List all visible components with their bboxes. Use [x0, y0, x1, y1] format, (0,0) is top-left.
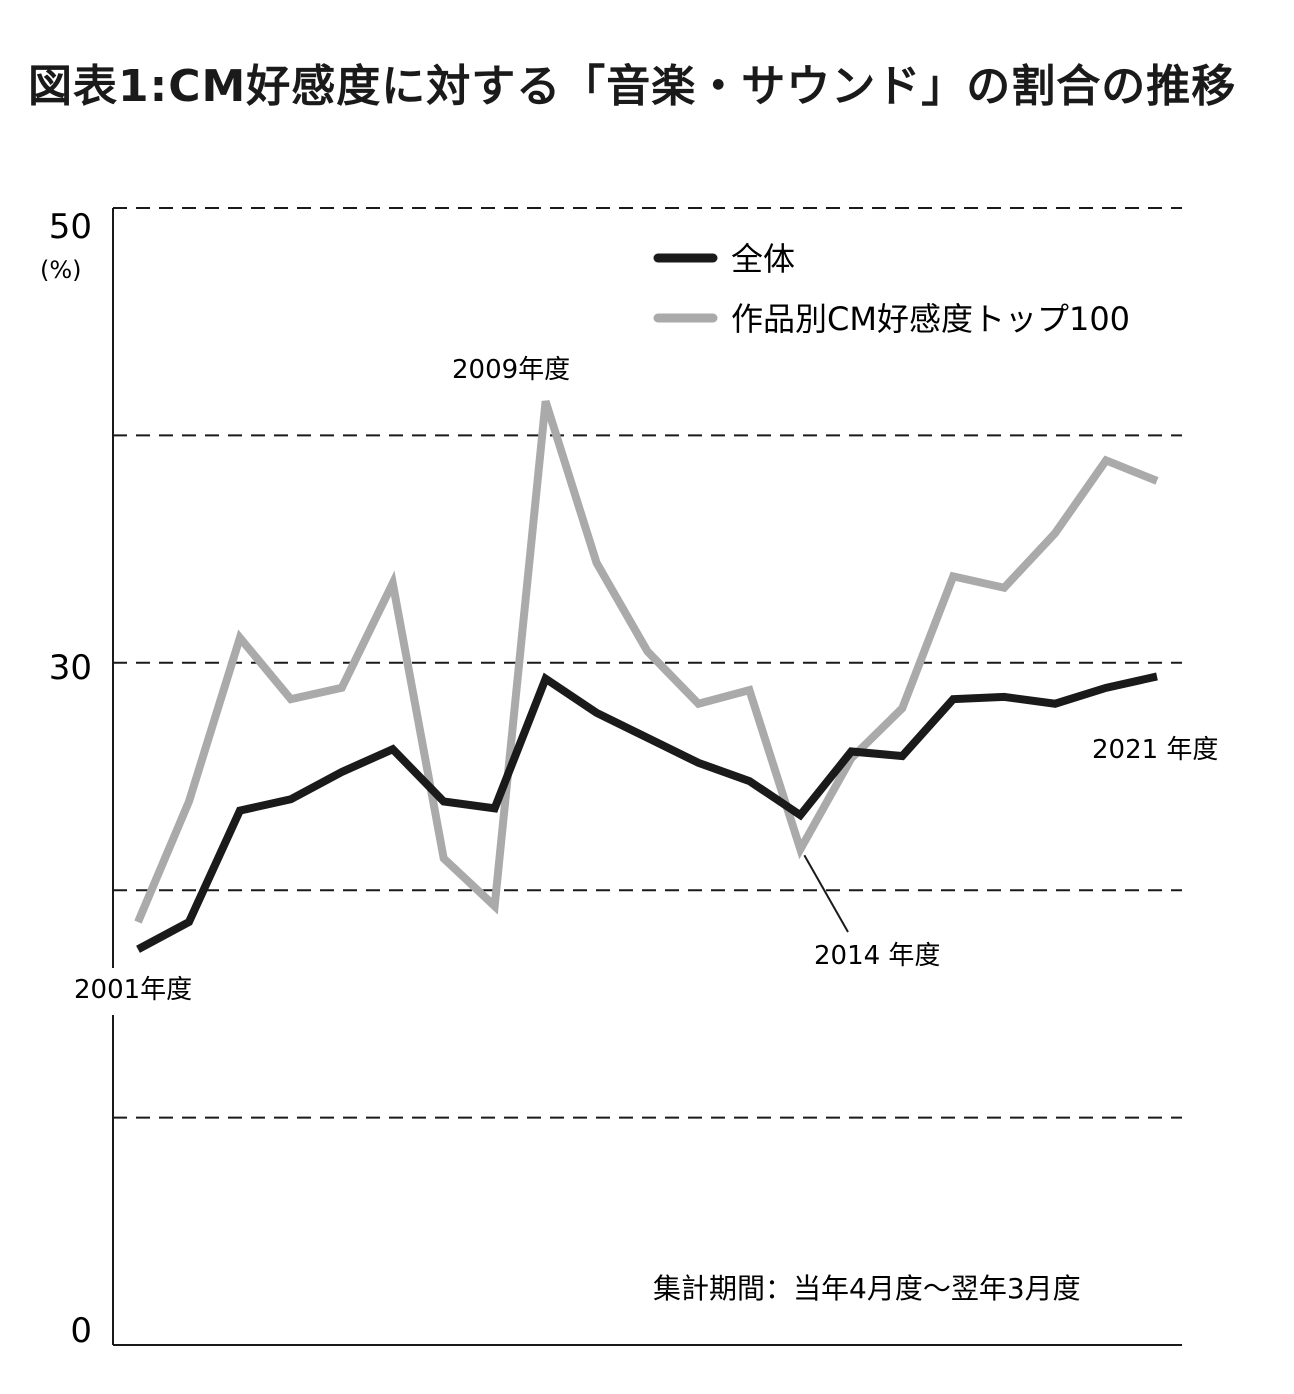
axes — [112, 208, 1182, 1346]
legend-label-0: 全体 — [731, 240, 795, 278]
y-tick-labels: 50 30 0 (%) — [40, 207, 92, 1351]
annotation-2009: 2009年度 — [452, 355, 570, 385]
series-lines — [134, 400, 1159, 953]
annotation-leader-2014 — [803, 854, 849, 933]
period-note: 集計期間：当年4月度〜翌年3月度 — [653, 1272, 1081, 1305]
annotation-2001: 2001年度 — [74, 975, 192, 1005]
series-line-1 — [134, 400, 1159, 924]
series-line-0 — [136, 672, 1158, 953]
gridlines — [113, 207, 1182, 1119]
annotations: 2001年度 2009年度 2014 年度 2021 年度 — [74, 355, 1218, 1005]
y-tick-label-30: 30 — [49, 648, 92, 688]
annotation-2021: 2021 年度 — [1092, 735, 1218, 765]
legend-label-1: 作品別CM好感度トップ100 — [731, 300, 1130, 338]
chart-title: 図表1:CM好感度に対する「音楽・サウンド」の割合の推移 — [28, 61, 1237, 112]
y-unit-label: (%) — [40, 256, 82, 284]
y-tick-label-50: 50 — [49, 207, 92, 247]
y-tick-label-0: 0 — [70, 1311, 92, 1351]
annotation-2014: 2014 年度 — [814, 941, 940, 971]
